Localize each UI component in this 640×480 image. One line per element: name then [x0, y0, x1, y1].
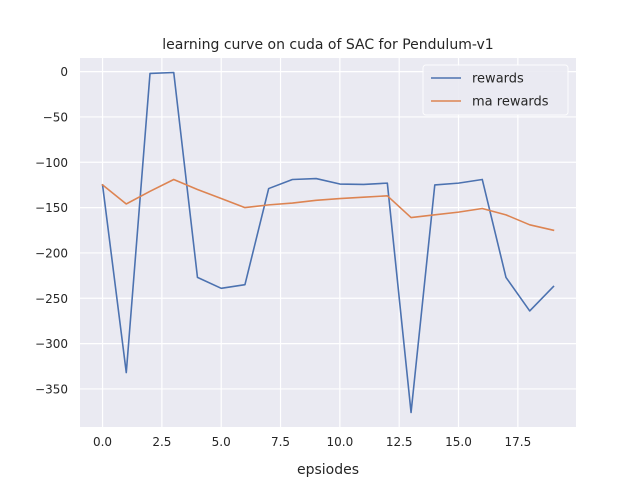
grid	[80, 58, 576, 427]
x-tick-label: 10.0	[327, 435, 354, 449]
x-tick-label: 0.0	[93, 435, 112, 449]
y-tick-label: −100	[35, 156, 68, 170]
x-tick-label: 15.0	[445, 435, 472, 449]
x-tick-label: 5.0	[212, 435, 231, 449]
legend: rewards ma rewards	[422, 64, 569, 116]
x-tick-label: 2.5	[152, 435, 171, 449]
x-tick-labels: 0.0 2.5 5.0 7.5 10.0 12.5 15.0 17.5	[93, 435, 531, 449]
chart-title: learning curve on cuda of SAC for Pendul…	[162, 37, 493, 53]
plot-area	[80, 58, 576, 427]
x-tick-label: 7.5	[271, 435, 290, 449]
x-tick-label: 17.5	[504, 435, 531, 449]
y-tick-label: −200	[35, 246, 68, 260]
legend-label-ma-rewards: ma rewards	[472, 95, 549, 110]
y-tick-label: −300	[35, 337, 68, 351]
legend-label-rewards: rewards	[472, 72, 524, 87]
x-axis-label: epsiodes	[297, 462, 359, 478]
y-tick-label: −50	[43, 110, 68, 124]
y-tick-label: 0	[60, 65, 68, 79]
series-line-rewards	[101, 71, 555, 414]
y-tick-label: −150	[35, 201, 68, 215]
series-line-ma-rewards	[101, 178, 555, 232]
y-tick-labels: 0 −50 −100 −150 −200 −250 −300 −350	[35, 65, 68, 396]
y-tick-label: −350	[35, 382, 68, 396]
y-tick-label: −250	[35, 292, 68, 306]
x-tick-label: 12.5	[386, 435, 413, 449]
series-layer	[101, 71, 555, 414]
